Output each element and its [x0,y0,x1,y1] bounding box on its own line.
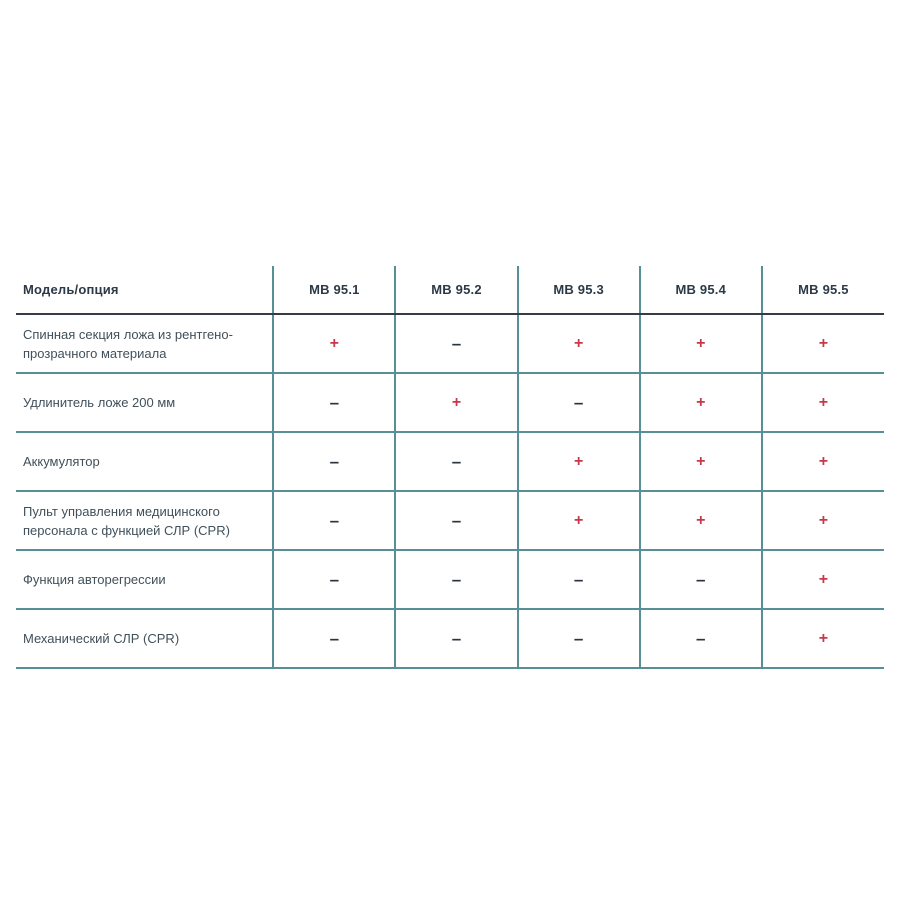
value-cell: + [760,432,884,492]
header-cell-model: МВ 95.3 [516,266,640,315]
header-cell-model: МВ 95.4 [638,266,762,315]
row-label: Аккумулятор [16,432,274,492]
minus-mark: – [573,628,584,648]
plus-mark: + [573,452,584,470]
value-cell: – [516,550,640,610]
minus-mark: – [451,569,462,589]
value-cell: – [394,550,518,610]
plus-mark: + [696,393,706,411]
value-cell: + [760,373,884,433]
value-cell: – [394,432,518,492]
minus-mark: – [696,628,706,648]
value-cell: + [394,373,518,433]
minus-mark: – [329,451,340,471]
plus-mark: + [573,511,584,529]
plus-mark: + [818,393,829,411]
value-cell: – [272,609,396,669]
value-cell: + [760,550,884,610]
minus-mark: – [451,628,462,648]
plus-mark: + [451,393,462,411]
table-row: Аккумулятор – – + + + [16,432,884,492]
table-row: Удлинитель ложе 200 мм – + – + + [16,373,884,433]
value-cell: + [760,491,884,551]
value-cell: – [516,373,640,433]
table-row: Функция авторегрессии – – – – + [16,550,884,610]
value-cell: + [638,373,762,433]
row-label: Удлинитель ложе 200 мм [16,373,274,433]
value-cell: – [638,550,762,610]
value-cell: + [760,314,884,374]
plus-mark: + [696,452,706,470]
plus-mark: + [818,452,829,470]
value-cell: – [394,491,518,551]
table-row: Спинная секция ложа из рентгено-прозрачн… [16,314,884,374]
value-cell: – [272,432,396,492]
value-cell: + [272,314,396,374]
minus-mark: – [451,333,462,353]
minus-mark: – [329,510,340,530]
table-row: Пульт управления медицинского персонала … [16,491,884,551]
plus-mark: + [818,629,829,647]
value-cell: + [516,491,640,551]
minus-mark: – [451,510,462,530]
value-cell: – [516,609,640,669]
row-label: Спинная секция ложа из рентгено-прозрачн… [16,314,274,374]
plus-mark: + [696,334,706,352]
value-cell: + [638,491,762,551]
row-label: Пульт управления медицинского персонала … [16,491,274,551]
plus-mark: + [818,511,829,529]
table-body: Спинная секция ложа из рентгено-прозрачн… [16,314,884,669]
value-cell: – [638,609,762,669]
row-label: Функция авторегрессии [16,550,274,610]
value-cell: – [394,314,518,374]
minus-mark: – [451,451,462,471]
minus-mark: – [329,569,340,589]
value-cell: + [516,432,640,492]
plus-mark: + [696,511,706,529]
value-cell: – [272,550,396,610]
minus-mark: – [329,392,340,412]
minus-mark: – [329,628,340,648]
plus-mark: + [818,570,829,588]
table-header: Модель/опция МВ 95.1 МВ 95.2 МВ 95.3 МВ 95.… [16,266,884,315]
value-cell: – [272,491,396,551]
value-cell: + [638,314,762,374]
plus-mark: + [818,334,829,352]
value-cell: – [272,373,396,433]
value-cell: + [760,609,884,669]
header-cell-model: МВ 95.1 [272,266,396,315]
header-cell-model-option: Модель/опция [16,266,274,315]
minus-mark: – [573,392,584,412]
minus-mark: – [573,569,584,589]
value-cell: + [516,314,640,374]
model-options-comparison-table: Модель/опция МВ 95.1 МВ 95.2 МВ 95.3 МВ 95.… [16,266,884,669]
value-cell: – [394,609,518,669]
row-label: Механический СЛР (CPR) [16,609,274,669]
minus-mark: – [696,569,706,589]
value-cell: + [638,432,762,492]
header-row: Модель/опция МВ 95.1 МВ 95.2 МВ 95.3 МВ 95.… [16,266,884,315]
table-row: Механический СЛР (CPR) – – – – + [16,609,884,669]
header-cell-model: МВ 95.2 [394,266,518,315]
plus-mark: + [573,334,584,352]
plus-mark: + [329,334,340,352]
header-cell-model: МВ 95.5 [760,266,884,315]
